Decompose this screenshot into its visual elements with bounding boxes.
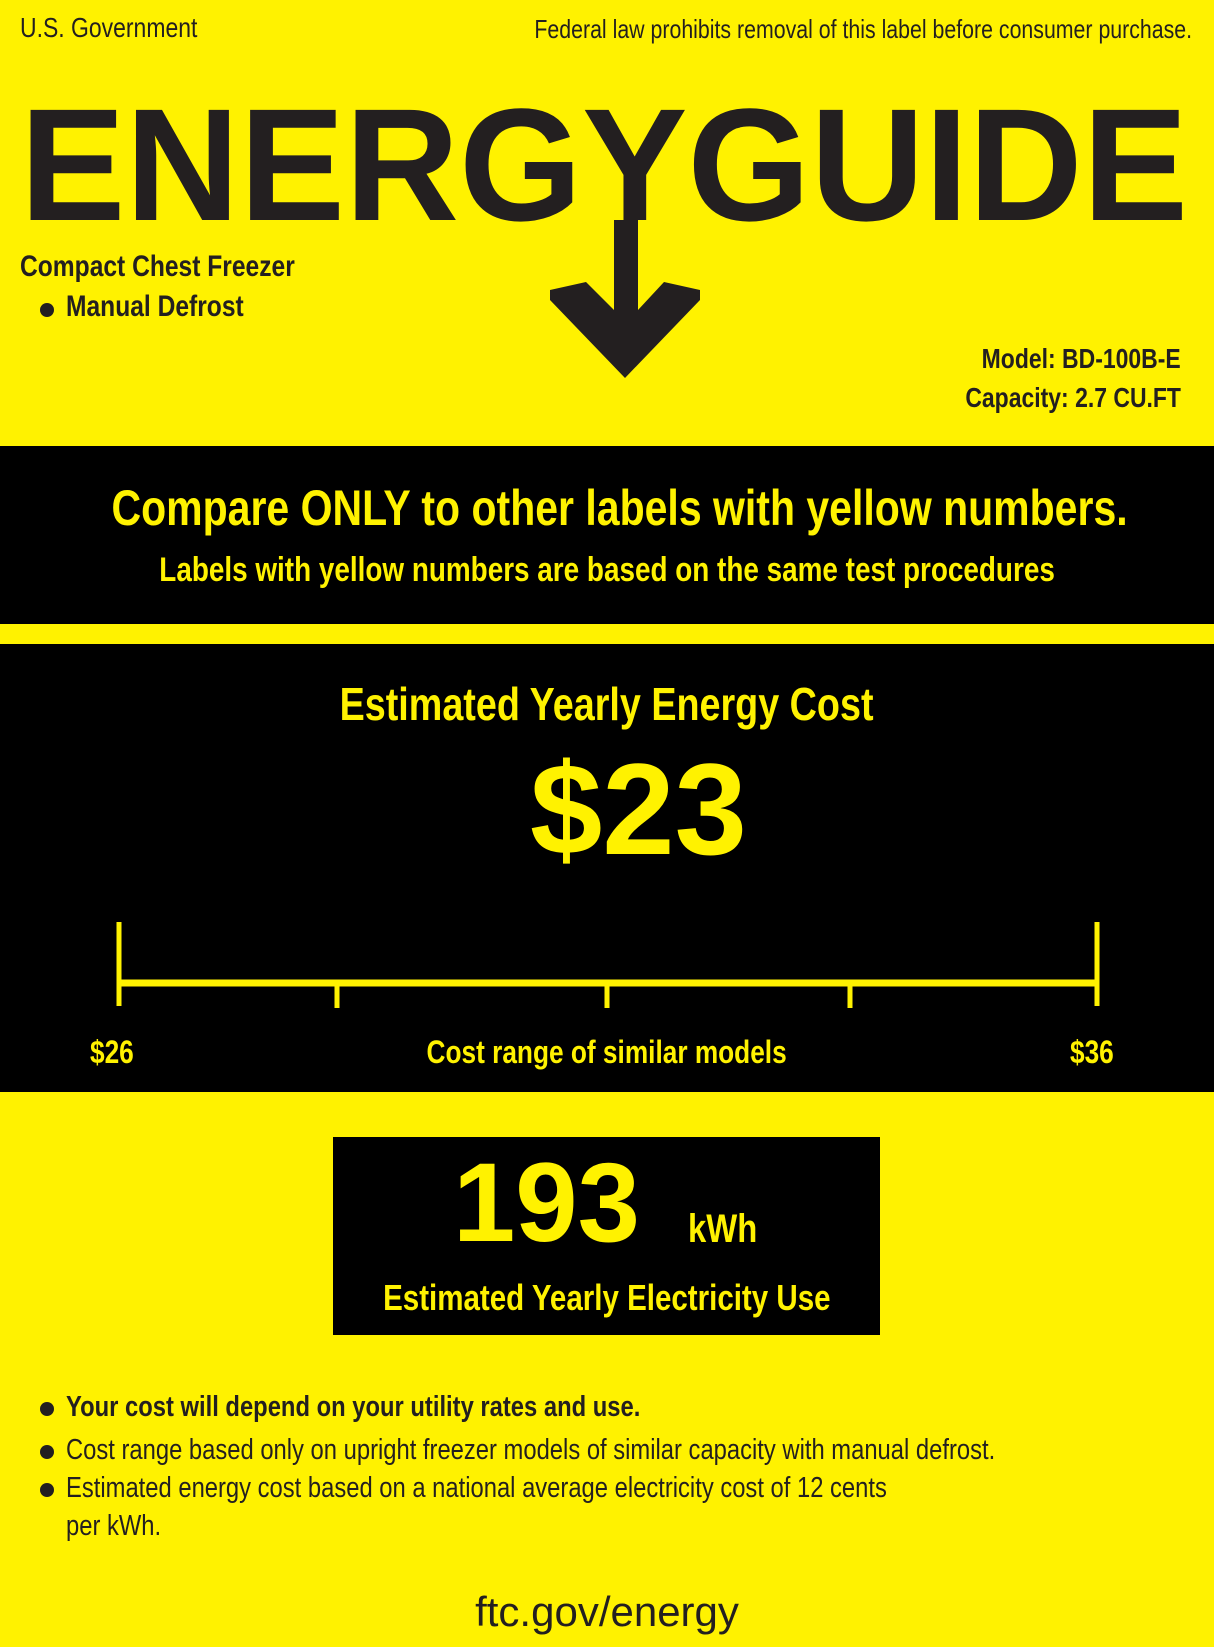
compare-band: Compare ONLY to other labels with yellow… (0, 446, 1214, 624)
arrow-down-icon (550, 220, 700, 378)
energyguide-logo: ENERGYGUIDE (20, 76, 1188, 378)
bullet-icon (40, 1402, 54, 1416)
product-feature: Manual Defrost (66, 290, 244, 323)
product-type: Compact Chest Freezer (20, 250, 295, 283)
compare-subline: Labels with yellow numbers are based on … (159, 551, 1055, 589)
issuer-text: U.S. Government (20, 12, 198, 43)
ftc-link[interactable]: ftc.gov/energy (475, 1588, 739, 1635)
note-item: Your cost will depend on your utility ra… (66, 1391, 641, 1423)
model-number: Model: BD-100B-E (981, 343, 1181, 374)
range-high: $36 (1070, 1034, 1114, 1070)
cost-value: $23 (530, 736, 747, 882)
range-low: $26 (90, 1034, 134, 1070)
logo-text: ENERGYGUIDE (20, 76, 1188, 254)
bullet-icon (40, 1445, 54, 1459)
cost-band: Estimated Yearly Energy Cost $23 $26 Cos… (0, 644, 1214, 1092)
electricity-label: Estimated Yearly Electricity Use (382, 1277, 831, 1318)
removal-notice: Federal law prohibits removal of this la… (534, 14, 1192, 44)
cost-range-scale (116, 922, 1100, 1008)
range-label: Cost range of similar models (426, 1034, 788, 1070)
cost-title: Estimated Yearly Energy Cost (340, 678, 874, 730)
capacity: Capacity: 2.7 CU.FT (965, 382, 1181, 413)
electricity-box: 193 kWh Estimated Yearly Electricity Use (333, 1137, 880, 1335)
note-item-continued: per kWh. (66, 1510, 162, 1542)
kwh-unit: kWh (688, 1207, 758, 1251)
bullet-icon (40, 303, 54, 317)
bullet-icon (40, 1483, 54, 1497)
kwh-value: 193 (453, 1140, 640, 1265)
note-item: Estimated energy cost based on a nationa… (66, 1472, 887, 1504)
note-item: Cost range based only on upright freezer… (66, 1434, 996, 1466)
compare-headline: Compare ONLY to other labels with yellow… (111, 480, 1128, 536)
